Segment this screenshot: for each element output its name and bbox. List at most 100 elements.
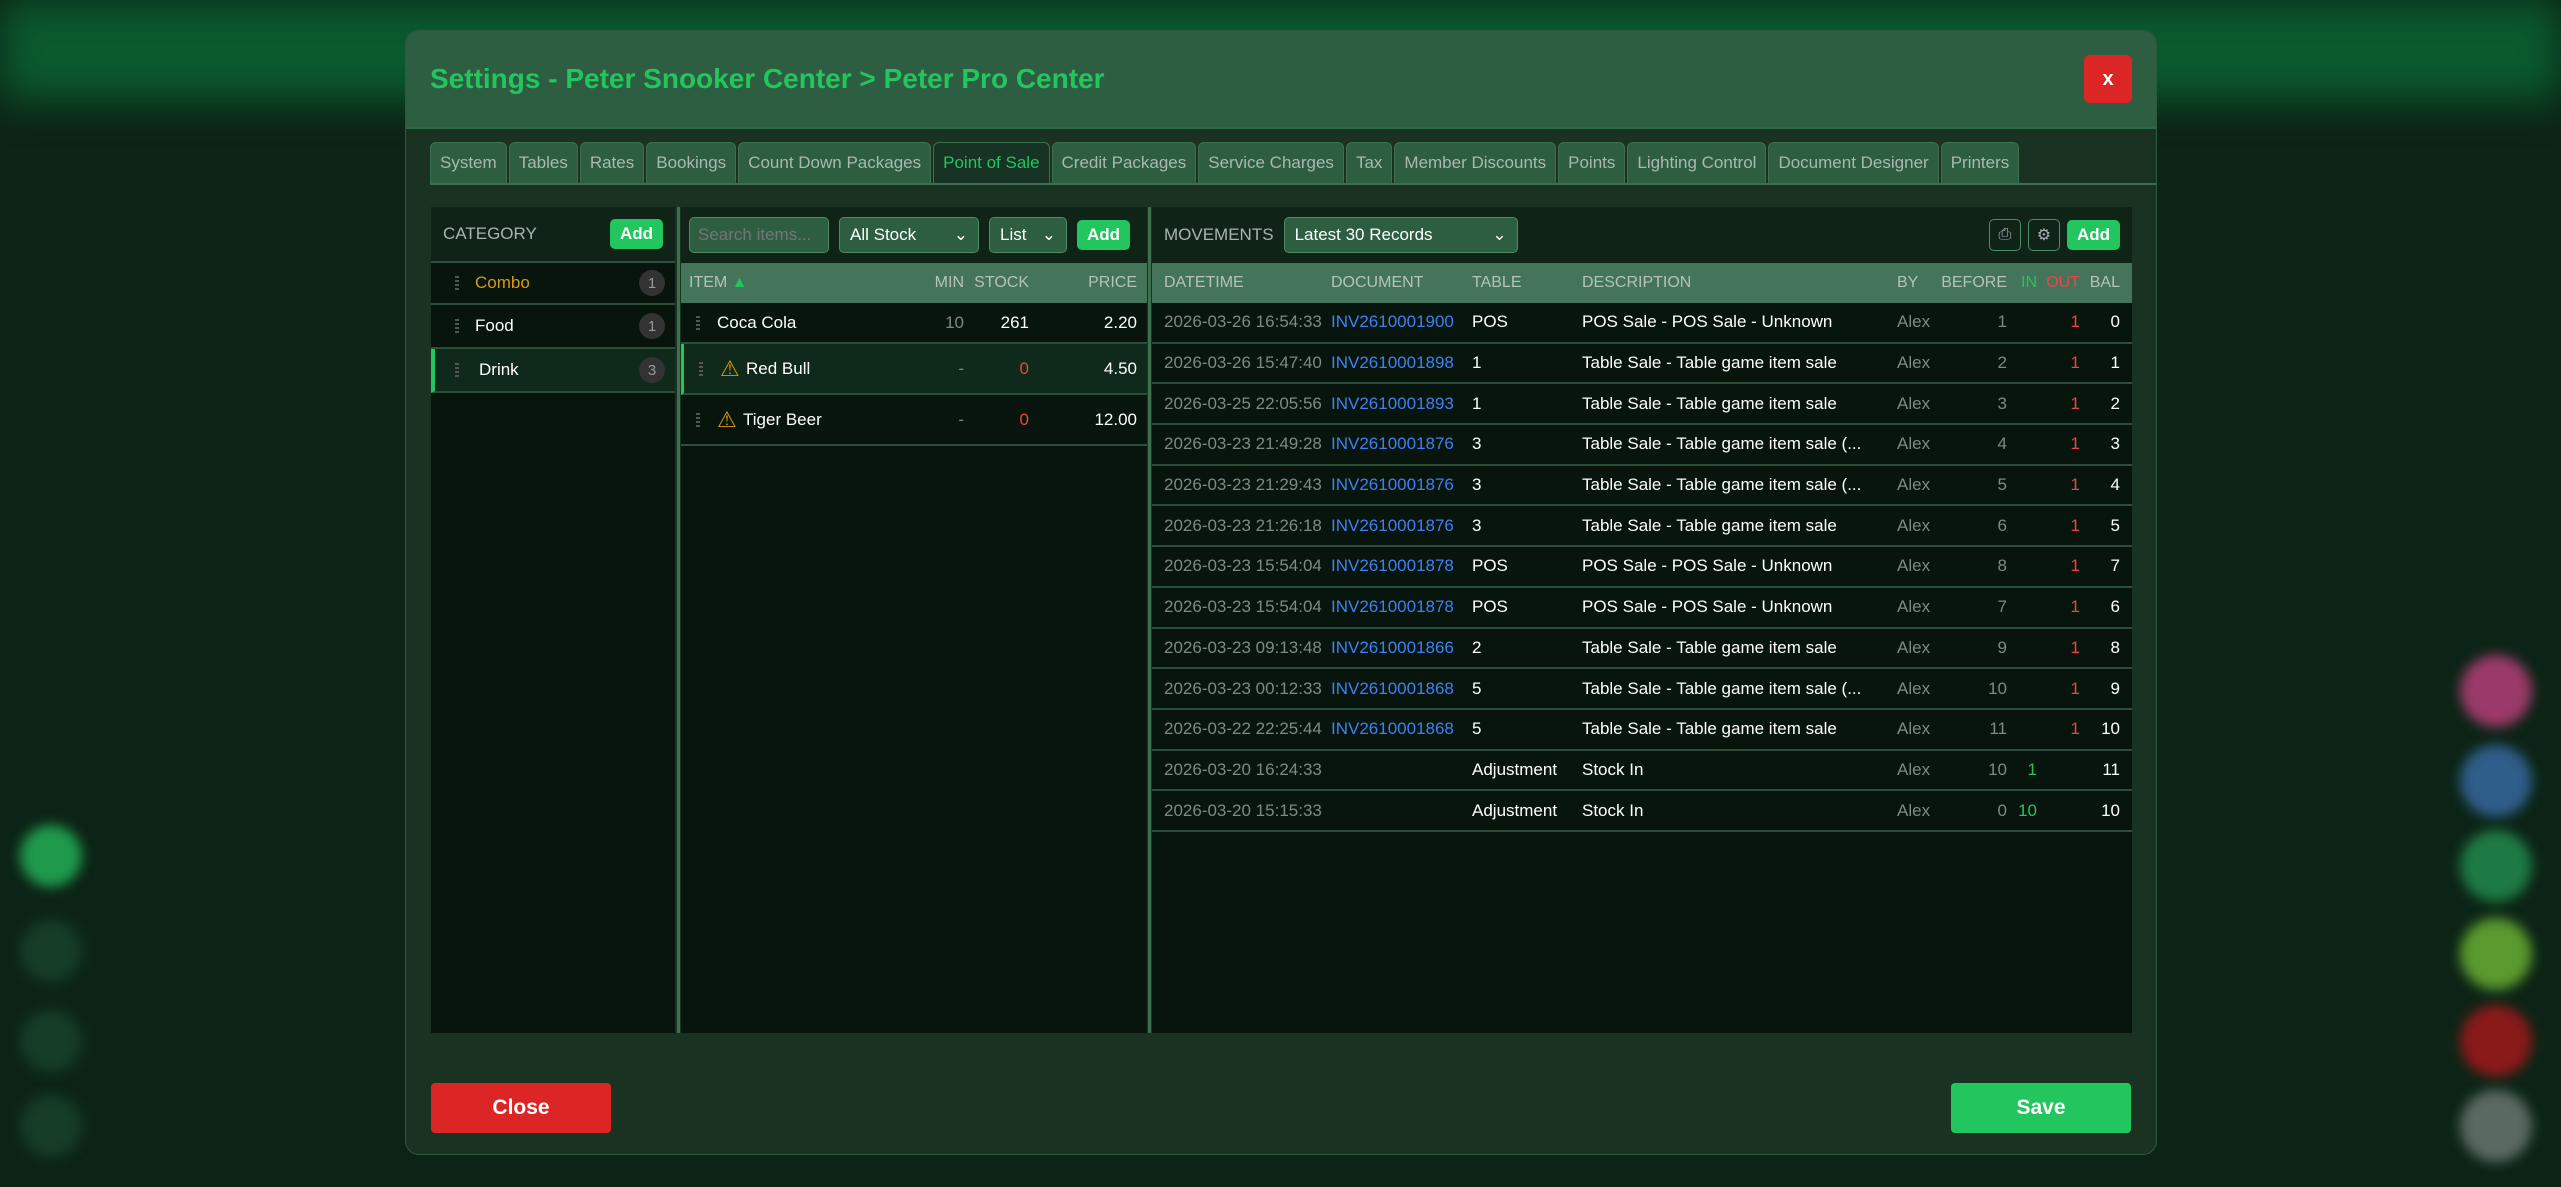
movement-bal: 9 (2110, 678, 2120, 698)
movement-document-link[interactable]: INV2610001893 (1331, 393, 1454, 413)
add-movement-button[interactable]: Add (2066, 220, 2120, 250)
movement-before: 0 (1997, 800, 2007, 820)
movement-by: Alex (1897, 719, 1931, 739)
item-min: 10 (945, 312, 964, 332)
movement-document-link[interactable]: INV2610001876 (1331, 475, 1454, 495)
item-row[interactable]: ⚠ Red Bull - 0 4.50 (681, 344, 1147, 395)
movement-row[interactable]: 2026-03-26 16:54:33 INV2610001900 POS POS S… (1152, 303, 2132, 344)
records-range-select[interactable]: Latest 30 Records ⌄ (1283, 217, 1518, 253)
movement-document-link[interactable]: INV2610001866 (1331, 637, 1454, 657)
printer-icon[interactable]: ⎙ (1988, 219, 2021, 251)
movement-row[interactable]: 2026-03-23 21:49:28 INV2610001876 3 Table S… (1152, 425, 2132, 466)
movement-row[interactable]: 2026-03-22 22:25:44 INV2610001868 5 Table S… (1152, 710, 2132, 751)
movement-row[interactable]: 2026-03-20 16:24:33 Adjustment Stock In Ale… (1152, 751, 2132, 792)
movement-by: Alex (1897, 475, 1931, 495)
tab-tables[interactable]: Tables (508, 142, 578, 183)
movement-document-link[interactable]: INV2610001876 (1331, 515, 1454, 535)
add-item-button[interactable]: Add (1077, 220, 1131, 250)
background-ball (20, 920, 82, 982)
movement-bal: 3 (2110, 434, 2120, 454)
movement-table: POS (1472, 556, 1508, 576)
close-x-button[interactable]: x (2084, 55, 2132, 103)
tab-system[interactable]: System (430, 142, 507, 183)
movement-out: 1 (2070, 353, 2080, 373)
category-item[interactable]: Food 1 (431, 305, 675, 349)
tab-service-charges[interactable]: Service Charges (1198, 142, 1344, 183)
add-category-button[interactable]: Add (609, 219, 663, 249)
tab-member-discounts[interactable]: Member Discounts (1394, 142, 1557, 183)
movement-table: 1 (1472, 353, 1482, 373)
drag-handle-icon[interactable] (696, 315, 700, 330)
background-ball (2460, 745, 2532, 817)
movement-row[interactable]: 2026-03-23 21:29:43 INV2610001876 3 Table S… (1152, 466, 2132, 507)
movement-document-link[interactable]: INV2610001900 (1331, 312, 1454, 332)
movement-row[interactable]: 2026-03-26 15:47:40 INV2610001898 1 Table S… (1152, 344, 2132, 385)
drag-handle-icon[interactable] (455, 319, 459, 333)
movement-datetime: 2026-03-20 16:24:33 (1164, 759, 1322, 779)
movement-table: 5 (1472, 678, 1482, 698)
movement-table: 1 (1472, 393, 1482, 413)
movement-datetime: 2026-03-23 15:54:04 (1164, 597, 1322, 617)
item-row[interactable]: Coca Cola 10 261 2.20 (681, 303, 1147, 344)
drag-handle-icon[interactable] (455, 276, 459, 290)
movement-document-link[interactable]: INV2610001878 (1331, 556, 1454, 576)
movement-document-link[interactable]: INV2610001876 (1331, 434, 1454, 454)
drag-handle-icon[interactable] (455, 363, 459, 377)
movement-before: 5 (1997, 475, 2007, 495)
view-select[interactable]: List ⌄ (989, 217, 1067, 253)
tab-tax[interactable]: Tax (1345, 142, 1393, 183)
background-ball (2460, 1090, 2532, 1162)
tab-bar: System Tables Rates Bookings Count Down Pack… (430, 142, 2156, 185)
movement-out: 1 (2070, 515, 2080, 535)
movement-row[interactable]: 2026-03-23 21:26:18 INV2610001876 3 Table S… (1152, 506, 2132, 548)
tab-rates[interactable]: Rates (579, 142, 645, 183)
save-button[interactable]: Save (1951, 1083, 2131, 1133)
chevron-down-icon: ⌄ (953, 225, 968, 244)
movement-row[interactable]: 2026-03-23 00:12:33 INV2610001868 5 Table S… (1152, 669, 2132, 710)
movement-document-link[interactable]: INV2610001868 (1331, 678, 1454, 698)
movement-out: 1 (2070, 597, 2080, 617)
movement-row[interactable]: 2026-03-20 15:15:33 Adjustment Stock In Ale… (1152, 791, 2132, 832)
out-header: OUT (2046, 274, 2080, 291)
price-column-header: PRICE (1088, 274, 1137, 291)
close-button[interactable]: Close (431, 1083, 611, 1133)
gear-icon[interactable]: ⚙ (2027, 219, 2060, 251)
tab-points[interactable]: Points (1558, 142, 1626, 183)
drag-handle-icon[interactable] (696, 412, 700, 427)
movement-datetime: 2026-03-26 15:47:40 (1164, 353, 1322, 373)
item-column-header[interactable]: ITEM ▲ (689, 274, 748, 292)
movements-label: MOVEMENTS (1164, 225, 1274, 244)
movement-document-link[interactable]: INV2610001868 (1331, 719, 1454, 739)
movement-row[interactable]: 2026-03-23 15:54:04 INV2610001878 POS POS S… (1152, 588, 2132, 629)
tab-point-of-sale[interactable]: Point of Sale (933, 142, 1050, 183)
category-name: Food (475, 316, 514, 335)
panel-divider (677, 207, 680, 1033)
item-row[interactable]: ⚠ Tiger Beer - 0 12.00 (681, 395, 1147, 446)
movement-row[interactable]: 2026-03-23 09:13:48 INV2610001866 2 Table S… (1152, 629, 2132, 670)
drag-handle-icon[interactable] (699, 361, 703, 376)
movement-row[interactable]: 2026-03-23 15:54:04 INV2610001878 POS POS S… (1152, 547, 2132, 588)
movement-before: 4 (1997, 434, 2007, 454)
movement-row[interactable]: 2026-03-25 22:05:56 INV2610001893 1 Table S… (1152, 384, 2132, 426)
tab-count-down-packages[interactable]: Count Down Packages (738, 142, 932, 183)
background-ball (20, 1010, 82, 1072)
movement-document-link[interactable]: INV2610001878 (1331, 597, 1454, 617)
stock-filter-select[interactable]: All Stock ⌄ (839, 217, 979, 253)
chevron-down-icon: ⌄ (1492, 225, 1507, 244)
category-item[interactable]: Combo 1 (431, 263, 675, 305)
movement-out: 1 (2070, 475, 2080, 495)
category-count-badge: 1 (639, 313, 665, 339)
movement-document-link[interactable]: INV2610001898 (1331, 353, 1454, 373)
tab-document-designer[interactable]: Document Designer (1768, 142, 1939, 183)
movements-table-header: DATETIME DOCUMENT TABLE DESCRIPTION BY B… (1152, 263, 2132, 303)
tab-lighting-control[interactable]: Lighting Control (1627, 142, 1767, 183)
tab-bookings[interactable]: Bookings (646, 142, 737, 183)
movement-bal: 1 (2110, 353, 2120, 373)
tab-credit-packages[interactable]: Credit Packages (1051, 142, 1197, 183)
movement-datetime: 2026-03-23 21:29:43 (1164, 475, 1322, 495)
search-items-input[interactable] (689, 217, 829, 253)
movement-table: 3 (1472, 515, 1482, 535)
movement-bal: 7 (2110, 556, 2120, 576)
tab-printers[interactable]: Printers (1940, 142, 2020, 183)
category-item[interactable]: Drink 3 (431, 349, 675, 393)
